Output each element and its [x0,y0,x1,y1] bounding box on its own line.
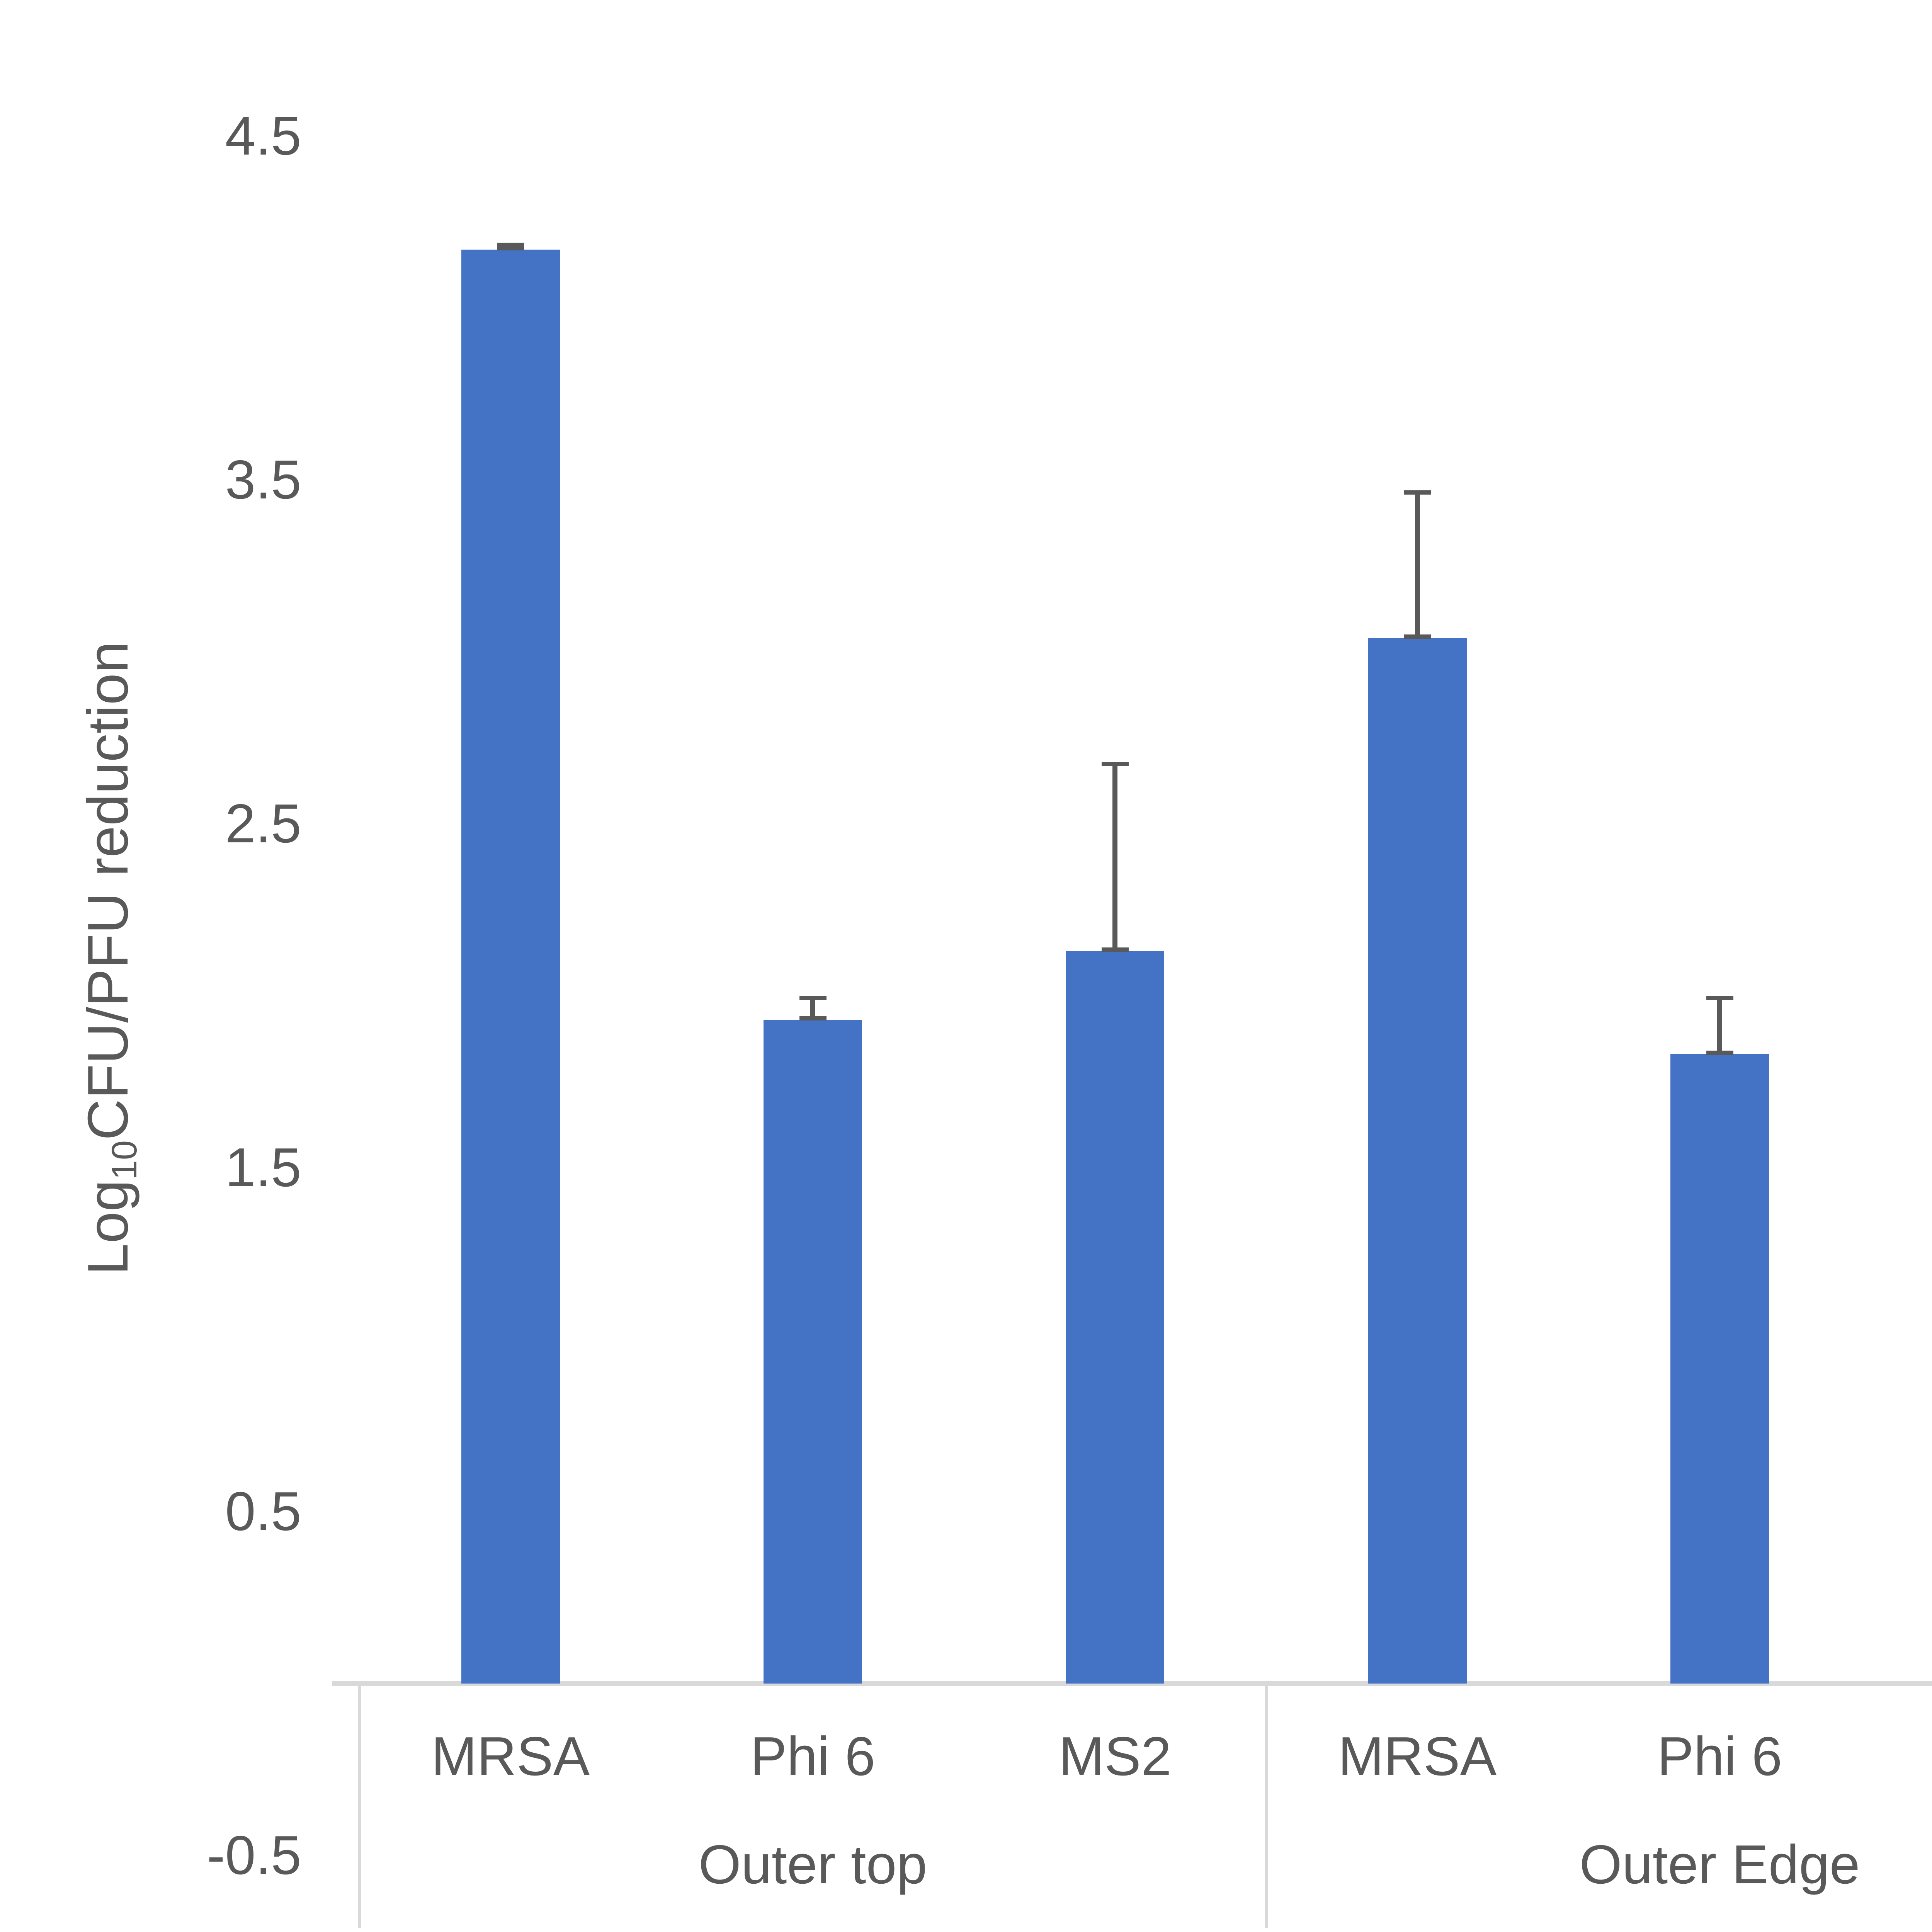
bar-outer-top-phi-6 [764,1020,862,1684]
x-group-label: Outer Edge [1579,1834,1860,1895]
x-category-label: Phi 6 [750,1726,876,1787]
bar-outer-edge-phi-6 [1670,1054,1769,1684]
error-bar-cap-top [1404,490,1431,495]
error-bar-cap-bottom [497,246,524,250]
x-category-label: MS2 [1848,1726,1932,1787]
x-category-label: MS2 [1058,1726,1172,1787]
error-bar-cap-top [497,242,524,247]
y-tick-label: 0.5 [225,1481,301,1542]
y-axis-title-suffix: CFU/PFU reduction [76,641,140,1141]
y-tick-label: 3.5 [225,449,301,510]
x-axis-line [332,1681,1932,1686]
error-bar-whisker [1112,762,1118,951]
error-bar-cap-bottom [799,1016,827,1021]
x-group-label: Outer top [698,1834,927,1895]
error-bar-cap-bottom [1101,947,1129,952]
error-bar-cap-bottom [1706,1051,1733,1055]
y-tick-label: 2.5 [225,793,301,854]
y-tick-label: -0.5 [207,1825,301,1886]
error-bar-cap-top [1101,762,1129,766]
error-bar-whisker [810,996,815,1020]
error-bar-whisker [1717,996,1722,1054]
x-category-label: MRSA [431,1726,590,1787]
error-bar-cap-top [799,996,827,1000]
category-separator-line [358,1684,361,1928]
bar-outer-top-ms2 [1066,951,1165,1684]
bar-outer-edge-mrsa [1368,638,1467,1684]
bar-outer-top-mrsa [461,249,560,1684]
y-tick-label: 4.5 [225,105,301,167]
category-separator-line [1265,1684,1268,1928]
x-category-label: Phi 6 [1657,1726,1782,1787]
error-bar-cap-bottom [1404,634,1431,639]
y-tick-label: 1.5 [225,1137,301,1198]
error-bar-whisker [1415,490,1420,638]
error-bar-cap-top [1706,996,1733,1000]
x-category-label: MRSA [1338,1726,1497,1787]
